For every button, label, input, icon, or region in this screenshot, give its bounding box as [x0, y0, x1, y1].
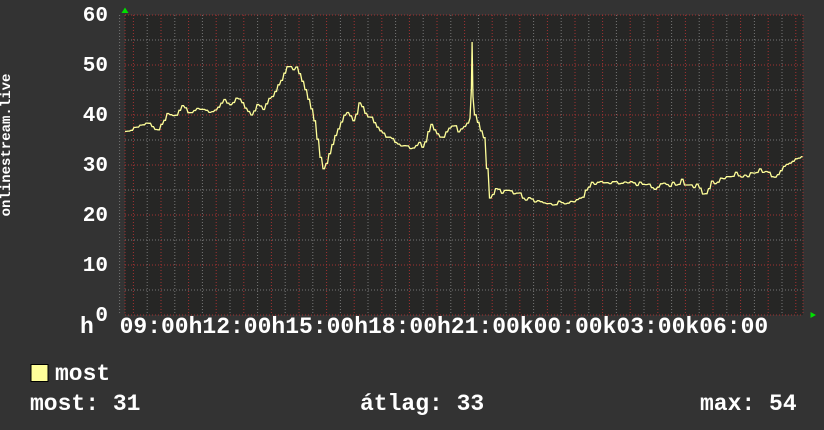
svg-text:most: 31: most: 31 [30, 391, 140, 417]
svg-text:onlinestream.live: onlinestream.live [0, 74, 15, 217]
svg-text:20: 20 [83, 205, 108, 228]
svg-text:50: 50 [83, 55, 108, 78]
svg-text:09:00h: 09:00h [120, 314, 203, 340]
svg-text:06:00: 06:00 [699, 314, 768, 340]
svg-text:0: 0 [95, 305, 108, 328]
svg-text:15:00h: 15:00h [285, 314, 368, 340]
svg-text:átlag: 33: átlag: 33 [360, 391, 484, 417]
svg-text:h: h [80, 314, 94, 340]
svg-text:12:00h: 12:00h [202, 314, 285, 340]
svg-text:most: most [55, 361, 110, 387]
svg-text:60: 60 [83, 5, 108, 28]
svg-text:40: 40 [83, 105, 108, 128]
svg-text:00:00k: 00:00k [534, 314, 617, 340]
svg-text:10: 10 [83, 255, 108, 278]
svg-text:21:00k: 21:00k [451, 314, 534, 340]
svg-text:18:00h: 18:00h [368, 314, 451, 340]
svg-text:03:00k: 03:00k [616, 314, 699, 340]
svg-text:max: 54: max: 54 [700, 391, 797, 417]
svg-text:30: 30 [83, 155, 108, 178]
